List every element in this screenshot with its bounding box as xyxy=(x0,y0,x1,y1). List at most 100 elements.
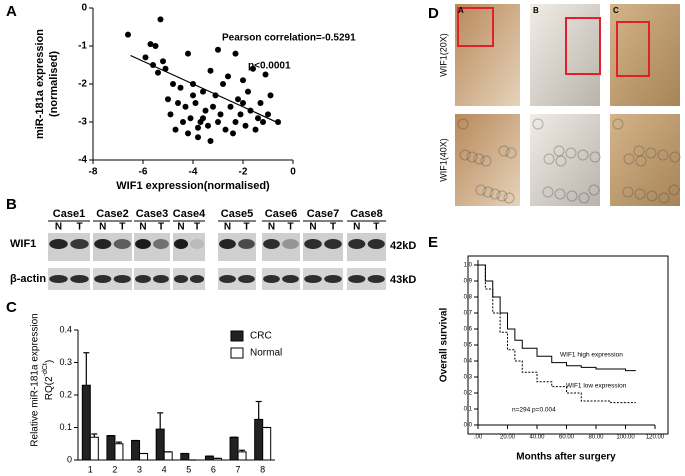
x-tick-label: 120.00 xyxy=(646,435,665,441)
case-label: Case4 xyxy=(173,208,206,220)
x-tick-label: 80.00 xyxy=(588,435,604,441)
blot-background xyxy=(262,268,300,290)
case-label: Case6 xyxy=(265,208,297,220)
y-axis-label-part: RQ(2 xyxy=(44,376,55,400)
point xyxy=(217,111,224,118)
y-tick-label: 0.9 xyxy=(464,279,473,285)
bar xyxy=(163,451,173,461)
point xyxy=(202,107,209,114)
tissue-image xyxy=(530,114,600,206)
point xyxy=(152,43,159,49)
bar xyxy=(81,384,91,461)
band xyxy=(49,275,68,283)
point xyxy=(185,130,191,137)
blot-background xyxy=(173,268,205,290)
tissue-texture xyxy=(480,155,492,167)
point xyxy=(242,122,249,129)
lane-label: T xyxy=(194,222,200,233)
x-tick-label: 4 xyxy=(162,464,167,474)
band xyxy=(304,275,322,283)
point xyxy=(237,111,244,118)
point xyxy=(180,119,186,125)
y-tick-label: 1.0 xyxy=(464,263,473,269)
band xyxy=(263,275,280,283)
point xyxy=(167,111,174,118)
lane-label: N xyxy=(224,222,231,233)
lane-label: N xyxy=(55,222,62,233)
tissue-texture xyxy=(646,190,658,202)
lane-label: N xyxy=(353,222,360,233)
point xyxy=(200,88,206,95)
point xyxy=(220,81,226,87)
point xyxy=(240,100,246,106)
legend-label: Normal xyxy=(250,348,282,359)
blot-background xyxy=(134,268,170,290)
x-tick-label: 1 xyxy=(88,464,93,474)
y-axis-label: miR-181a expression xyxy=(34,29,46,139)
point xyxy=(232,119,239,125)
annotation: Pearson correlation=-0.5291 xyxy=(222,33,356,44)
lane-label: N xyxy=(268,222,275,233)
band xyxy=(173,239,189,249)
band xyxy=(238,239,255,249)
point xyxy=(227,103,234,110)
y-tick-label: 0.1 xyxy=(464,407,473,413)
lane-label: N xyxy=(309,222,316,233)
size-label: 42kD xyxy=(390,240,416,252)
point xyxy=(267,92,274,99)
tissue-texture xyxy=(635,155,647,167)
tissue-texture xyxy=(668,184,680,196)
band xyxy=(70,275,89,283)
band xyxy=(263,239,280,249)
point xyxy=(200,115,206,122)
band xyxy=(135,275,151,283)
bar xyxy=(106,435,116,461)
point xyxy=(157,16,164,23)
y-tick-label: 0.2 xyxy=(464,391,473,397)
point xyxy=(265,111,271,118)
tissue-texture xyxy=(542,186,554,198)
blot-background xyxy=(93,268,132,290)
tissue-texture xyxy=(658,192,670,204)
trend-line xyxy=(130,54,281,125)
zoom-box xyxy=(616,21,650,77)
zoom-box xyxy=(457,7,494,47)
x-tick-label: 20.00 xyxy=(500,435,516,441)
y-axis-label: (normalised) xyxy=(48,51,60,117)
point xyxy=(262,71,269,78)
lane-label: T xyxy=(76,222,82,233)
point xyxy=(232,50,239,57)
point xyxy=(255,115,261,122)
band xyxy=(153,239,169,249)
panel-label: E xyxy=(428,234,438,251)
row-label: β-actin xyxy=(10,273,46,285)
point xyxy=(177,84,184,91)
tissue-texture xyxy=(589,151,601,163)
tissue-texture xyxy=(669,151,681,163)
band xyxy=(367,275,385,283)
y-tick-label: 0 xyxy=(81,3,87,14)
series-label: WIF1 high expression xyxy=(560,352,623,359)
x-tick-label: 5 xyxy=(186,464,191,474)
point xyxy=(182,103,189,110)
y-tick-label: 0.3 xyxy=(59,357,72,367)
case-label: Case5 xyxy=(221,208,253,220)
point xyxy=(185,50,191,57)
point xyxy=(195,124,201,131)
survival-curve xyxy=(478,264,636,372)
column-label: C xyxy=(613,6,619,15)
blot-background xyxy=(218,268,256,290)
tissue-texture xyxy=(498,145,510,157)
y-axis-label: Relative miR-181a expression xyxy=(30,313,41,446)
band xyxy=(113,239,131,249)
tissue-texture xyxy=(555,155,567,167)
tissue-texture xyxy=(566,190,578,202)
case-label: Case8 xyxy=(350,208,382,220)
point xyxy=(230,130,236,137)
point xyxy=(195,134,201,141)
y-axis-label-part: ) xyxy=(44,360,55,363)
tissue-texture xyxy=(553,145,565,157)
zoom-box xyxy=(565,17,601,75)
x-tick-label: 7 xyxy=(236,464,241,474)
